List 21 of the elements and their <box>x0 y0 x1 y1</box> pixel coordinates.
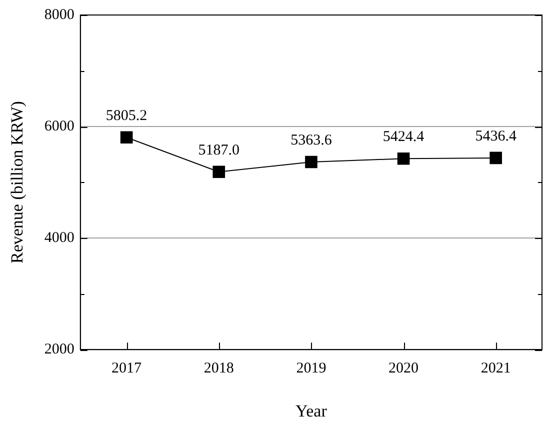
data-label: 5805.2 <box>106 108 148 124</box>
data-label: 5363.6 <box>290 132 332 148</box>
data-label: 5424.4 <box>382 129 425 146</box>
x-tick-label: 2020 <box>388 360 419 377</box>
point <box>397 152 410 165</box>
data-label: 5187.0 <box>198 142 240 158</box>
y-tick-label: 6000 <box>44 118 74 134</box>
x-axis-title: Year <box>296 401 328 420</box>
point <box>212 166 226 178</box>
x-tick-label: 2019 <box>296 360 326 377</box>
y-tick-label: 4000 <box>44 230 74 246</box>
x-tick-label: 2021 <box>480 360 511 377</box>
x-tick-label: 2017 <box>112 360 142 377</box>
point <box>120 131 133 144</box>
data-label: 5436.4 <box>475 128 517 144</box>
point <box>305 156 318 168</box>
y-axis-title: Revenue (billion KRW) <box>8 101 27 264</box>
x-tick-label: 2018 <box>204 360 234 377</box>
y-tick-label: 8000 <box>44 6 74 23</box>
point <box>490 152 502 164</box>
y-tick-label: 2000 <box>44 342 74 358</box>
